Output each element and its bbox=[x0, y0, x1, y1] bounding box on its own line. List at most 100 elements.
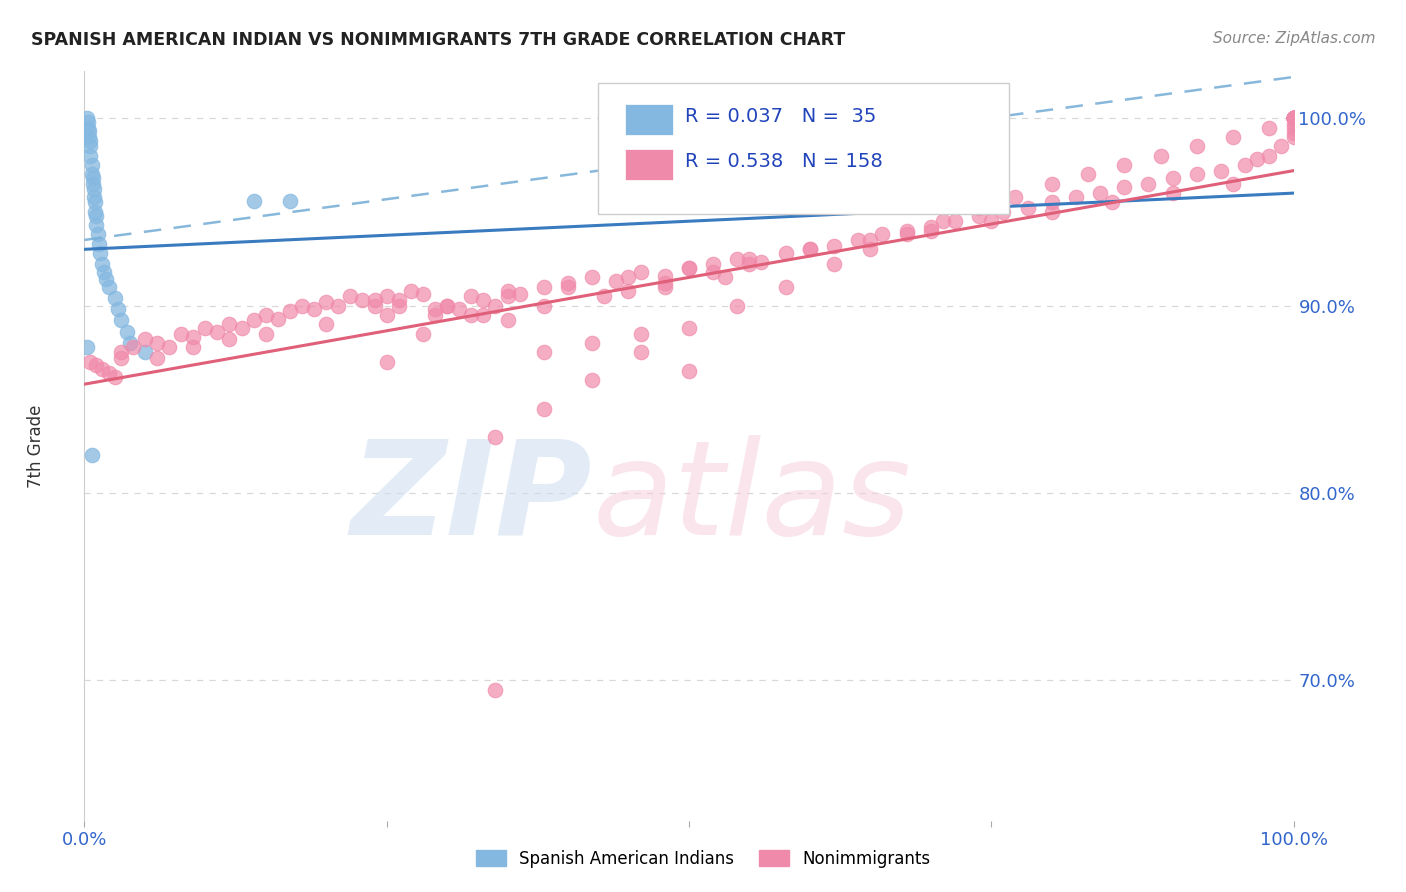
Point bbox=[83, 190, 105, 204]
Point bbox=[254, 308, 277, 322]
Point bbox=[1064, 190, 1087, 204]
Point bbox=[1282, 112, 1305, 126]
Point bbox=[1282, 112, 1305, 126]
Point bbox=[557, 280, 579, 294]
Point bbox=[1282, 112, 1305, 126]
Point bbox=[79, 355, 101, 369]
Text: SPANISH AMERICAN INDIAN VS NONIMMIGRANTS 7TH GRADE CORRELATION CHART: SPANISH AMERICAN INDIAN VS NONIMMIGRANTS… bbox=[31, 31, 845, 49]
Point bbox=[654, 280, 676, 294]
Point bbox=[1209, 163, 1232, 178]
Point bbox=[738, 257, 761, 271]
Point bbox=[315, 294, 337, 309]
Point bbox=[82, 177, 104, 191]
Point bbox=[775, 280, 797, 294]
Point bbox=[218, 317, 240, 331]
Point bbox=[86, 227, 108, 242]
Point bbox=[993, 205, 1015, 219]
Text: Source: ZipAtlas.com: Source: ZipAtlas.com bbox=[1212, 31, 1375, 46]
Point bbox=[110, 351, 132, 365]
Point bbox=[84, 195, 107, 210]
Point bbox=[79, 148, 101, 162]
Point bbox=[1077, 168, 1099, 182]
Point bbox=[278, 194, 301, 208]
Point bbox=[714, 270, 737, 285]
Point bbox=[82, 171, 104, 186]
Point bbox=[799, 243, 821, 257]
Point bbox=[97, 366, 120, 380]
Point bbox=[291, 298, 314, 313]
Point bbox=[388, 298, 411, 313]
Point bbox=[86, 218, 108, 232]
Point bbox=[460, 289, 482, 303]
Point bbox=[846, 233, 869, 247]
Point bbox=[328, 298, 350, 313]
Bar bbox=[624, 149, 673, 180]
Point bbox=[375, 308, 398, 322]
Point bbox=[738, 252, 761, 266]
Point bbox=[1282, 120, 1305, 135]
Point bbox=[1282, 112, 1305, 126]
Point bbox=[1282, 112, 1305, 126]
Point bbox=[896, 227, 918, 242]
Bar bbox=[624, 103, 673, 135]
Point bbox=[1234, 158, 1257, 172]
Point bbox=[84, 205, 107, 219]
Point bbox=[86, 209, 108, 223]
Point bbox=[1282, 112, 1305, 126]
Text: R = 0.538   N = 158: R = 0.538 N = 158 bbox=[685, 152, 883, 170]
Point bbox=[859, 233, 882, 247]
Point bbox=[533, 401, 555, 416]
FancyBboxPatch shape bbox=[599, 83, 1010, 214]
Point bbox=[1282, 112, 1305, 126]
Point bbox=[581, 270, 603, 285]
Point bbox=[120, 336, 142, 351]
Point bbox=[80, 158, 103, 172]
Point bbox=[181, 340, 204, 354]
Point bbox=[423, 308, 446, 322]
Point bbox=[77, 130, 100, 145]
Point bbox=[678, 261, 700, 276]
Point bbox=[630, 265, 652, 279]
Point bbox=[605, 274, 627, 288]
Point bbox=[678, 261, 700, 276]
Point bbox=[1282, 112, 1305, 126]
Text: atlas: atlas bbox=[592, 435, 911, 562]
Point bbox=[1282, 112, 1305, 126]
Text: ZIP: ZIP bbox=[350, 435, 592, 562]
Point bbox=[1040, 205, 1063, 219]
Point bbox=[242, 194, 264, 208]
Point bbox=[1282, 126, 1305, 140]
Point bbox=[509, 287, 531, 301]
Point bbox=[920, 219, 942, 234]
Point bbox=[1137, 177, 1160, 191]
Point bbox=[399, 284, 422, 298]
Point bbox=[1004, 190, 1026, 204]
Point bbox=[77, 124, 100, 138]
Point bbox=[375, 289, 398, 303]
Point bbox=[110, 313, 132, 327]
Point bbox=[363, 293, 385, 307]
Point bbox=[472, 308, 495, 322]
Point bbox=[91, 257, 114, 271]
Point bbox=[375, 355, 398, 369]
Point bbox=[484, 682, 506, 697]
Point bbox=[1282, 112, 1305, 126]
Point bbox=[352, 293, 374, 307]
Point bbox=[533, 298, 555, 313]
Point bbox=[1282, 112, 1305, 126]
Point bbox=[630, 326, 652, 341]
Point bbox=[218, 332, 240, 346]
Point bbox=[412, 287, 434, 301]
Point bbox=[751, 255, 773, 269]
Point bbox=[87, 236, 110, 251]
Point bbox=[77, 120, 100, 135]
Point bbox=[157, 340, 180, 354]
Point bbox=[775, 246, 797, 260]
Point bbox=[76, 112, 98, 126]
Point bbox=[115, 325, 138, 339]
Point bbox=[1040, 195, 1063, 210]
Point bbox=[363, 298, 385, 313]
Point bbox=[1282, 112, 1305, 126]
Point bbox=[1282, 112, 1305, 126]
Point bbox=[1282, 130, 1305, 145]
